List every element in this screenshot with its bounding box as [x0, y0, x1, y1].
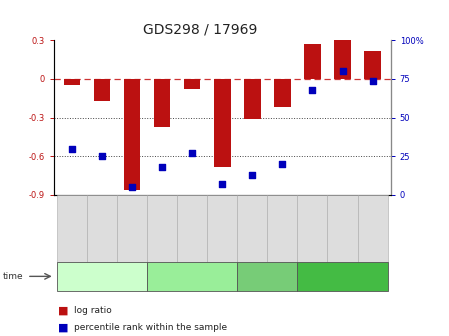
Bar — [304, 44, 321, 79]
Text: ■: ■ — [58, 306, 69, 316]
Point — [68, 146, 75, 151]
Text: time: time — [2, 272, 23, 281]
Bar — [214, 79, 230, 167]
Text: log ratio: log ratio — [74, 306, 112, 315]
Text: GSM5509: GSM5509 — [72, 208, 81, 249]
Point — [128, 184, 136, 190]
Point — [249, 172, 256, 177]
Text: 120 minute: 120 minute — [238, 271, 297, 281]
Bar — [124, 79, 141, 190]
Text: GSM5516: GSM5516 — [282, 208, 291, 249]
Point — [158, 164, 166, 170]
Text: 240 minute: 240 minute — [313, 271, 373, 281]
Point — [369, 78, 376, 83]
Bar — [364, 51, 381, 79]
Point — [339, 69, 346, 74]
Text: GSM5515: GSM5515 — [252, 208, 261, 249]
Bar — [184, 79, 200, 89]
Bar — [274, 79, 291, 107]
Text: GSM5512: GSM5512 — [162, 208, 171, 249]
Text: GSM5514: GSM5514 — [222, 208, 231, 249]
Point — [309, 87, 316, 92]
Text: GSM5518: GSM5518 — [343, 208, 352, 249]
Text: 60 minute: 60 minute — [166, 271, 219, 281]
Point — [98, 154, 106, 159]
Text: GDS298 / 17969: GDS298 / 17969 — [143, 23, 257, 37]
Point — [219, 181, 226, 187]
Text: GSM5517: GSM5517 — [313, 208, 321, 249]
Text: GSM5513: GSM5513 — [192, 208, 201, 249]
Point — [189, 151, 196, 156]
Text: GSM5510: GSM5510 — [102, 208, 111, 249]
Text: GSM5519: GSM5519 — [373, 208, 382, 249]
Bar — [94, 79, 110, 101]
Text: percentile rank within the sample: percentile rank within the sample — [74, 323, 227, 332]
Bar — [154, 79, 170, 127]
Bar — [64, 79, 80, 85]
Text: ■: ■ — [58, 323, 69, 333]
Bar — [244, 79, 260, 119]
Point — [279, 161, 286, 167]
Bar — [334, 40, 351, 79]
Text: 30 minute: 30 minute — [75, 271, 128, 281]
Text: GSM5511: GSM5511 — [132, 208, 141, 249]
